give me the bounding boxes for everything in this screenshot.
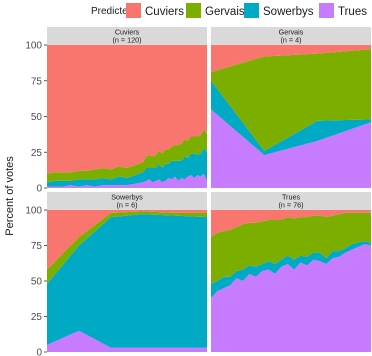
area-cuviers bbox=[211, 210, 371, 237]
y-tick-label: 100 bbox=[25, 41, 42, 52]
y-tick-label: 75 bbox=[31, 76, 43, 87]
area-cuviers bbox=[211, 45, 371, 73]
panel-strip bbox=[211, 27, 371, 45]
panel-title: Cuviers bbox=[115, 28, 140, 37]
panel-strip bbox=[47, 27, 207, 45]
facet-panels: Cuviers(n = 120) 0 25 50 75 100 Gervais(n = 4)… bbox=[25, 27, 371, 356]
legend-swatch-gervais bbox=[186, 3, 201, 18]
panel-title: Gervais bbox=[279, 28, 304, 37]
area-cuviers bbox=[47, 210, 207, 270]
panel-subtitle: (n = 4) bbox=[281, 36, 302, 45]
panel-subtitle: (n = 76) bbox=[279, 201, 304, 210]
area-trues bbox=[47, 173, 207, 188]
legend-title: Predicted bbox=[91, 6, 133, 17]
legend-swatch-sowerbys bbox=[244, 3, 259, 18]
legend-swatch-trues bbox=[319, 3, 334, 18]
area-trues bbox=[211, 244, 371, 352]
legend-label-cuviers: Cuviers bbox=[145, 6, 184, 18]
y-tick-label: 75 bbox=[31, 241, 43, 252]
y-tick-label: 25 bbox=[31, 312, 43, 323]
area-gervais bbox=[211, 49, 371, 151]
y-tick-label: 0 bbox=[36, 184, 42, 195]
y-tick-label: 50 bbox=[31, 277, 43, 288]
y-tick-label: 25 bbox=[31, 148, 43, 159]
area-sowerbys bbox=[211, 241, 371, 299]
legend-label-sowerbys: Sowerbys bbox=[263, 6, 314, 18]
area-trues bbox=[211, 109, 371, 188]
area-gervais bbox=[47, 129, 207, 183]
legend-item-sowerbys: Sowerbys bbox=[244, 3, 314, 18]
legend-item-gervais: Gervais bbox=[186, 3, 245, 18]
panel-strip bbox=[47, 192, 207, 210]
area-trues bbox=[47, 330, 207, 352]
legend-label-trues: Trues bbox=[338, 6, 367, 18]
legend-item-trues: Trues bbox=[319, 3, 367, 18]
area-cuviers bbox=[47, 45, 207, 174]
panel-subtitle: (n = 120) bbox=[113, 36, 142, 45]
panel-title: Trues bbox=[282, 193, 301, 202]
panel-gervais: Gervais(n = 4) bbox=[211, 27, 371, 188]
panel-title: Sowerbys bbox=[111, 193, 143, 202]
y-axis-label: Percent of votes bbox=[4, 156, 16, 236]
panel-cuviers: Cuviers(n = 120) 0 25 50 75 100 bbox=[25, 27, 207, 195]
area-sowerbys bbox=[211, 80, 371, 156]
legend: Predicted Cuviers Gervais Sowerbys Trues bbox=[91, 3, 367, 18]
legend-swatch-cuviers bbox=[126, 3, 141, 18]
panel-sowerbys: Sowerbys(n = 6) 0 25 50 75 100 bbox=[25, 192, 207, 356]
panel-subtitle: (n = 6) bbox=[117, 201, 138, 210]
area-sowerbys bbox=[47, 147, 207, 187]
area-gervais bbox=[211, 212, 371, 284]
y-tick-label: 50 bbox=[31, 112, 43, 123]
legend-label-gervais: Gervais bbox=[205, 6, 245, 18]
y-tick-label: 100 bbox=[25, 206, 42, 217]
y-tick-label: 0 bbox=[36, 348, 42, 356]
panel-strip bbox=[211, 192, 371, 210]
legend-item-cuviers: Cuviers bbox=[126, 3, 184, 18]
panel-trues: Trues(n = 76) bbox=[211, 192, 371, 352]
area-sowerbys bbox=[47, 214, 207, 348]
